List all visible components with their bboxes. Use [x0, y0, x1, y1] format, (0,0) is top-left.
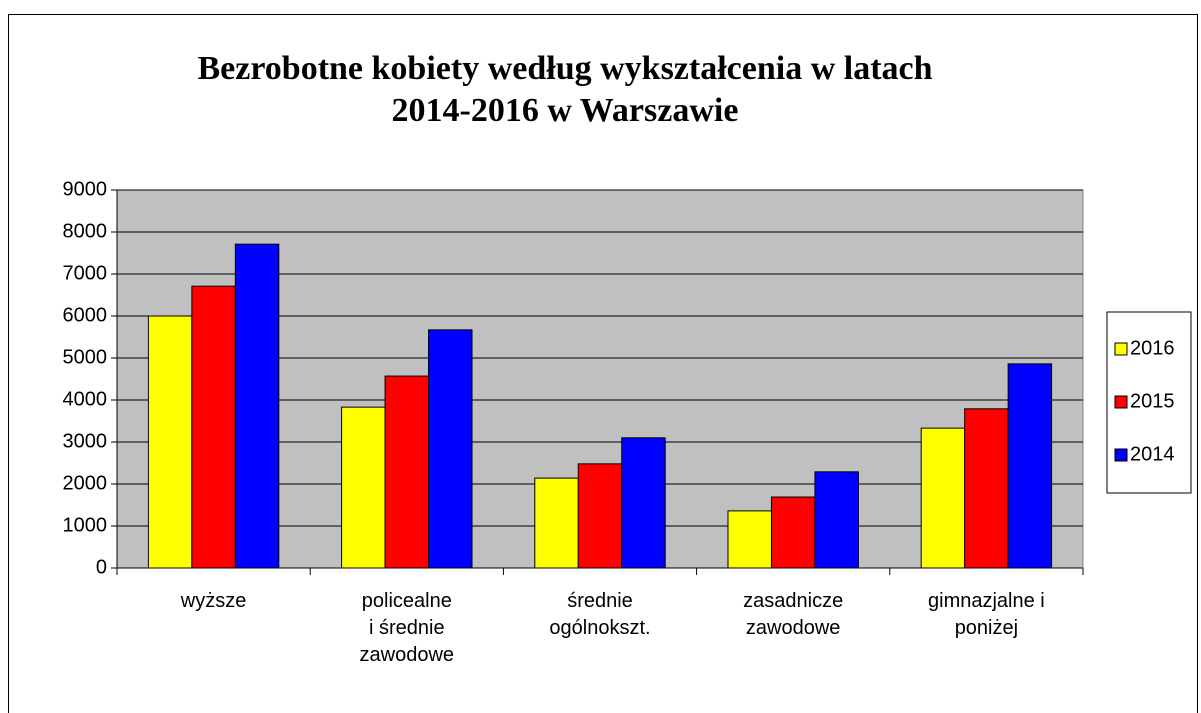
bar: [727, 510, 772, 569]
y-tick-label: 1000: [63, 514, 108, 536]
x-tick-label: zasadnicze zawodowe: [743, 590, 844, 639]
y-tick-label: 2000: [63, 472, 108, 494]
bar: [341, 406, 386, 569]
bar: [1007, 363, 1053, 569]
bar: [964, 408, 1009, 569]
bar: [384, 375, 430, 569]
x-tick-label: gimnazjalne i poniżej: [928, 590, 1045, 639]
bar: [814, 471, 859, 569]
legend-label: 2014: [1130, 443, 1175, 465]
legend-label: 2016: [1130, 337, 1175, 359]
legend-label: 2015: [1130, 390, 1175, 412]
chart-frame: [8, 14, 1198, 713]
legend-swatch: [1114, 395, 1128, 409]
x-tick-label: policealne i średnie zawodowe: [359, 590, 455, 666]
legend-swatch: [1114, 342, 1128, 356]
bar: [428, 329, 473, 569]
bar: [534, 477, 579, 569]
y-tick-label: 3000: [63, 430, 108, 452]
bar: [621, 437, 666, 569]
y-tick-label: 7000: [63, 262, 108, 284]
y-tick-label: 5000: [63, 346, 108, 368]
x-tick-label: wyższe: [180, 590, 247, 612]
chart-title: Bezrobotne kobiety według wykształcenia …: [197, 50, 933, 129]
bar: [577, 463, 623, 569]
bar: [191, 285, 236, 569]
y-tick-label: 0: [96, 556, 107, 578]
y-tick-label: 6000: [63, 304, 108, 326]
y-tick-label: 8000: [63, 220, 108, 242]
y-tick-label: 9000: [63, 178, 108, 200]
bar: [920, 427, 966, 569]
x-tick-label: średnie ogólnokszt.: [549, 590, 651, 639]
bar: [770, 496, 816, 569]
bar: [234, 243, 280, 569]
y-tick-label: 4000: [63, 388, 108, 410]
bar: [147, 315, 193, 569]
legend-swatch: [1114, 448, 1128, 462]
